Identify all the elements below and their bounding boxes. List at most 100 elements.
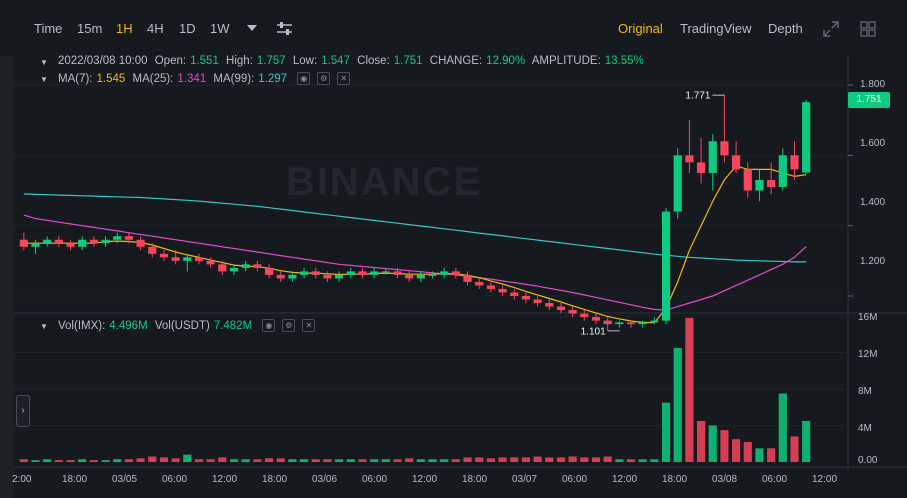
candle-body bbox=[568, 310, 577, 314]
volume-bar bbox=[276, 458, 285, 462]
candle-body bbox=[346, 271, 355, 275]
expand-panel-button[interactable]: › bbox=[16, 395, 30, 427]
close-value: 1.751 bbox=[393, 55, 423, 67]
volume-bar bbox=[568, 456, 577, 462]
candle-body bbox=[732, 155, 741, 170]
candle-body bbox=[136, 239, 145, 247]
volume-bar bbox=[346, 459, 355, 462]
vol-collapse-icon[interactable]: ▼ bbox=[40, 322, 48, 331]
price-axis-tick: 1.600 bbox=[860, 138, 886, 149]
volume-bar bbox=[148, 456, 157, 462]
candle-body bbox=[194, 257, 204, 261]
candle-body bbox=[510, 292, 519, 296]
candle-body bbox=[264, 267, 274, 275]
candle-body bbox=[591, 317, 601, 321]
interval-4h[interactable]: 4H bbox=[147, 21, 164, 36]
vol-close-icon[interactable]: ✕ bbox=[302, 319, 316, 332]
vol-usdt-value: 7.482M bbox=[213, 319, 253, 332]
volume-bar bbox=[19, 459, 28, 462]
view-tradingview-tab[interactable]: TradingView bbox=[680, 21, 752, 36]
candle-body bbox=[393, 271, 402, 275]
interval-1d[interactable]: 1D bbox=[179, 21, 196, 36]
candle-body bbox=[78, 239, 87, 247]
candle-body bbox=[241, 264, 250, 268]
candle-body bbox=[498, 288, 507, 293]
volume-bar bbox=[124, 459, 134, 462]
candle-body bbox=[54, 239, 63, 244]
volume-bar bbox=[767, 448, 776, 462]
volume-info-row: Vol(IMX): 4.496M Vol(USDT) 7.482M ◉ ⚙ ✕ bbox=[58, 319, 319, 332]
left-panel-edge bbox=[0, 56, 14, 498]
volume-bar bbox=[580, 457, 589, 462]
candle-body bbox=[66, 243, 75, 247]
view-depth-tab[interactable]: Depth bbox=[768, 21, 803, 36]
candle-body bbox=[335, 274, 344, 279]
volume-bar bbox=[755, 448, 764, 462]
volume-bar bbox=[673, 347, 682, 462]
volume-bar bbox=[241, 459, 250, 462]
low-label: Low: bbox=[292, 55, 318, 67]
candle-body bbox=[743, 169, 752, 191]
volume-bar bbox=[393, 459, 402, 462]
volume-bar bbox=[159, 457, 169, 462]
candle-body bbox=[545, 303, 554, 307]
ohlc-collapse-icon[interactable]: ▼ bbox=[40, 58, 48, 67]
candle-body bbox=[381, 271, 390, 273]
volume-bar bbox=[790, 436, 799, 462]
volume-axis-tick: 12M bbox=[858, 349, 878, 360]
time-axis-label: 2:00 bbox=[12, 474, 32, 485]
volume-bar bbox=[545, 457, 554, 462]
ma25-line bbox=[23, 214, 807, 311]
vol-imx-value: 4.496M bbox=[109, 319, 148, 332]
volume-bar bbox=[194, 459, 204, 462]
candle-body bbox=[218, 264, 227, 272]
ma-visibility-icon[interactable]: ◉ bbox=[297, 72, 311, 85]
volume-bar bbox=[381, 459, 390, 462]
time-axis-label: 18:00 bbox=[262, 474, 288, 485]
volume-bar bbox=[486, 458, 495, 462]
volume-bar bbox=[136, 458, 145, 462]
vol-visibility-icon[interactable]: ◉ bbox=[262, 319, 276, 332]
ma-collapse-icon[interactable]: ▼ bbox=[40, 75, 48, 84]
candle-body bbox=[708, 141, 717, 173]
candle-body bbox=[626, 322, 636, 325]
layout-grid-icon[interactable] bbox=[860, 21, 876, 37]
time-axis-label: 06:00 bbox=[562, 474, 588, 485]
candle-body bbox=[533, 299, 542, 304]
candle-body bbox=[43, 239, 52, 244]
interval-time[interactable]: Time bbox=[34, 21, 63, 36]
volume-bar bbox=[264, 458, 274, 462]
candle-body bbox=[229, 267, 239, 272]
ma-close-icon[interactable]: ✕ bbox=[337, 72, 351, 85]
ma99-line bbox=[23, 193, 807, 263]
volume-bar bbox=[615, 459, 624, 462]
candle-body bbox=[311, 271, 320, 275]
current-price-tag: 1.751 bbox=[848, 92, 890, 108]
vol-settings-icon[interactable]: ⚙ bbox=[282, 319, 296, 332]
candle-body bbox=[696, 162, 706, 173]
volume-bar bbox=[113, 459, 122, 462]
volume-axis-tick: 8M bbox=[858, 386, 872, 397]
volume-bar bbox=[802, 420, 811, 462]
candle-body bbox=[101, 239, 110, 244]
candle-body bbox=[299, 271, 309, 275]
ma25-value: 1.341 bbox=[177, 72, 207, 85]
open-value: 1.551 bbox=[190, 55, 219, 67]
fullscreen-icon[interactable] bbox=[823, 21, 839, 37]
more-intervals-dropdown-icon[interactable] bbox=[247, 25, 257, 33]
indicator-settings-icon[interactable] bbox=[276, 21, 293, 36]
volume-bar bbox=[171, 458, 180, 462]
candle-body bbox=[171, 257, 180, 261]
volume-bar bbox=[229, 459, 239, 462]
interval-1h[interactable]: 1H bbox=[116, 21, 133, 36]
interval-1w[interactable]: 1W bbox=[210, 21, 230, 36]
volume-axis-tick: 0.00 bbox=[858, 455, 878, 466]
volume-bar bbox=[206, 459, 215, 462]
ma-settings-icon[interactable]: ⚙ bbox=[317, 72, 331, 85]
candle-body bbox=[253, 264, 262, 268]
interval-15m[interactable]: 15m bbox=[77, 21, 103, 36]
candle-body bbox=[685, 155, 694, 163]
view-original-tab[interactable]: Original bbox=[618, 21, 663, 36]
ma-info-row: MA(7): 1.545 MA(25): 1.341 MA(99): 1.297 ◉ ⚙… bbox=[58, 72, 354, 85]
